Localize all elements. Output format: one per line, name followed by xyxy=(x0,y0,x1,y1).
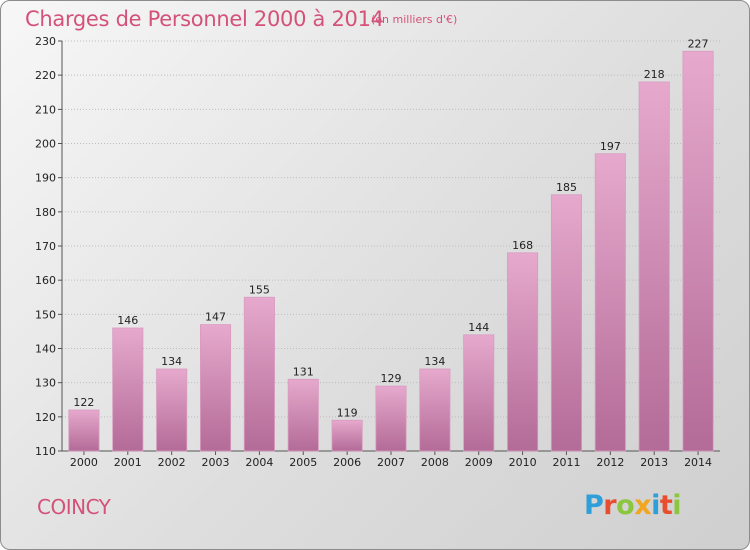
bar-value-label: 129 xyxy=(381,372,402,385)
y-tick-label: 180 xyxy=(35,206,56,219)
bar-value-label: 155 xyxy=(249,283,270,296)
x-tick-label: 2012 xyxy=(596,456,624,469)
chart-title: Charges de Personnel 2000 à 2014 xyxy=(25,7,384,31)
y-tick-label: 190 xyxy=(35,172,56,185)
x-tick-label: 2010 xyxy=(509,456,537,469)
y-tick-label: 200 xyxy=(35,138,56,151)
logo-letter: P xyxy=(584,490,604,521)
y-tick-label: 120 xyxy=(35,411,56,424)
bar-2001 xyxy=(112,327,144,452)
bar-2003 xyxy=(199,324,232,452)
y-tick-label: 210 xyxy=(35,103,56,116)
bar-2007 xyxy=(375,385,407,452)
bar-2014 xyxy=(682,50,714,452)
x-tick-label: 2013 xyxy=(640,456,668,469)
bar-2006 xyxy=(331,419,363,452)
chart-subtitle: (en milliers d'€) xyxy=(371,13,458,26)
y-tick-label: 130 xyxy=(35,377,56,390)
logo-letter: i xyxy=(651,490,660,521)
bar-value-label: 168 xyxy=(512,239,533,252)
x-tick-label: 2005 xyxy=(289,456,317,469)
logo-letter: i xyxy=(672,490,682,521)
label-layer: 110 120 130 140 150 160 170 180 190 200 210 220 230 2… xyxy=(35,35,712,469)
y-tick-label: 140 xyxy=(35,343,56,356)
bar-2008 xyxy=(419,368,451,452)
x-tick-label: 2008 xyxy=(421,456,449,469)
bar-layer xyxy=(68,50,714,452)
bar-2012 xyxy=(594,153,626,452)
bar-value-label: 146 xyxy=(117,314,138,327)
commune-name: COINCY xyxy=(37,495,111,519)
bar-value-label: 185 xyxy=(556,181,577,194)
x-tick-label: 2004 xyxy=(245,456,273,469)
bar-value-label: 131 xyxy=(293,365,314,378)
logo-letter: o xyxy=(616,490,635,521)
y-tick-label: 150 xyxy=(35,308,56,321)
x-tick-label: 2003 xyxy=(202,456,230,469)
bar-2004 xyxy=(243,296,275,452)
bar-2005 xyxy=(287,378,319,452)
logo-letter: r xyxy=(603,490,617,521)
x-tick-label: 2014 xyxy=(684,456,712,469)
x-tick-label: 2007 xyxy=(377,456,405,469)
y-tick-label: 170 xyxy=(35,240,56,253)
bar-2013 xyxy=(638,81,670,452)
bar-value-label: 134 xyxy=(424,355,445,368)
logo-letter: t xyxy=(659,490,673,521)
bar-value-label: 122 xyxy=(73,396,94,409)
logo-letter: x xyxy=(634,490,652,521)
bar-2010 xyxy=(507,252,539,452)
bar-value-label: 218 xyxy=(644,68,665,81)
bar-value-label: 197 xyxy=(600,140,621,153)
bar-2011 xyxy=(550,194,583,452)
y-tick-label: 110 xyxy=(35,445,56,458)
x-tick-label: 2006 xyxy=(333,456,361,469)
bar-2000 xyxy=(68,409,100,452)
bar-value-label: 227 xyxy=(688,37,709,50)
bar-2009 xyxy=(463,334,495,452)
bar-2002 xyxy=(156,368,188,452)
x-tick-label: 2002 xyxy=(158,456,186,469)
y-tick-label: 220 xyxy=(35,69,56,82)
proxiti-logo: Proxiti xyxy=(584,490,682,521)
bar-value-label: 119 xyxy=(337,406,358,419)
bar-value-label: 144 xyxy=(468,321,489,334)
y-tick-label: 230 xyxy=(35,35,56,48)
x-tick-label: 2011 xyxy=(552,456,580,469)
y-tick-label: 160 xyxy=(35,274,56,287)
x-tick-label: 2000 xyxy=(70,456,98,469)
x-tick-label: 2009 xyxy=(465,456,493,469)
bar-value-label: 147 xyxy=(205,311,226,324)
x-tick-label: 2001 xyxy=(114,456,142,469)
bar-value-label: 134 xyxy=(161,355,182,368)
